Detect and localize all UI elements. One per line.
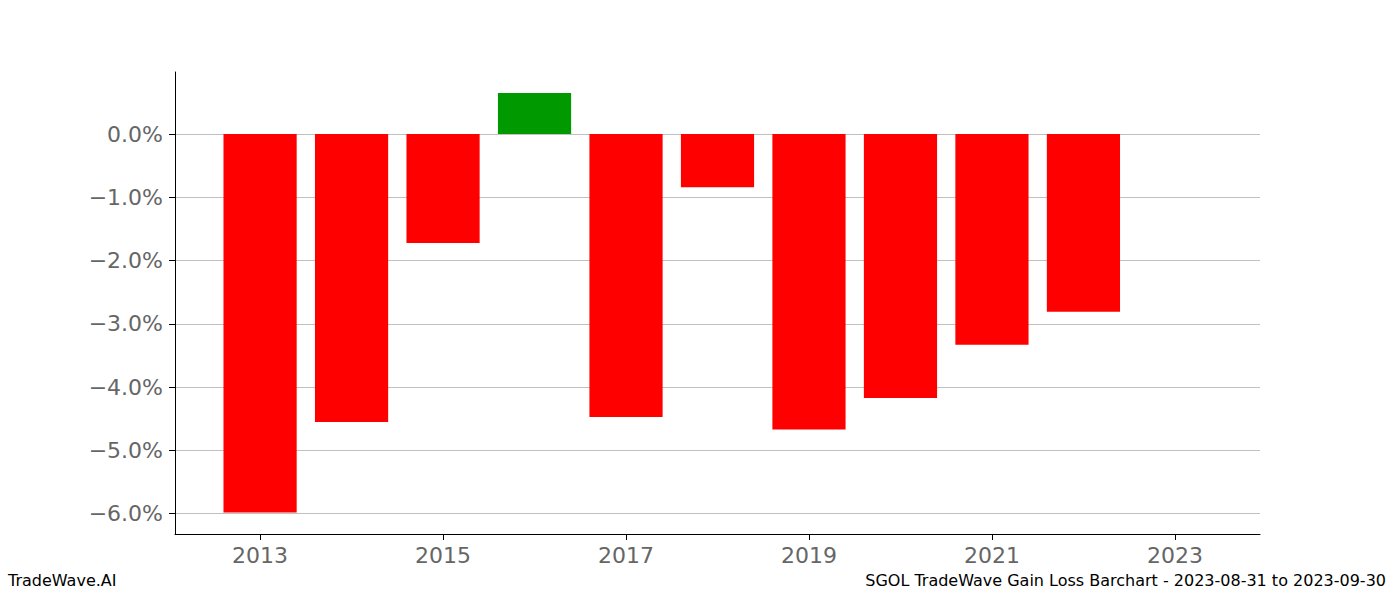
- svg-text:−5.0%: −5.0%: [89, 438, 163, 463]
- svg-text:2021: 2021: [964, 543, 1020, 568]
- svg-text:−3.0%: −3.0%: [89, 311, 163, 336]
- svg-text:2019: 2019: [781, 543, 837, 568]
- svg-text:0.0%: 0.0%: [107, 122, 163, 147]
- svg-text:TradeWave.AI: TradeWave.AI: [7, 571, 116, 590]
- svg-text:2015: 2015: [415, 543, 471, 568]
- svg-text:−2.0%: −2.0%: [89, 248, 163, 273]
- svg-text:SGOL TradeWave Gain Loss Barch: SGOL TradeWave Gain Loss Barchart - 2023…: [865, 571, 1386, 590]
- svg-text:−4.0%: −4.0%: [89, 375, 163, 400]
- svg-text:−1.0%: −1.0%: [89, 185, 163, 210]
- svg-text:2017: 2017: [598, 543, 654, 568]
- svg-text:−6.0%: −6.0%: [89, 501, 163, 526]
- svg-text:2013: 2013: [232, 543, 288, 568]
- svg-text:2023: 2023: [1147, 543, 1203, 568]
